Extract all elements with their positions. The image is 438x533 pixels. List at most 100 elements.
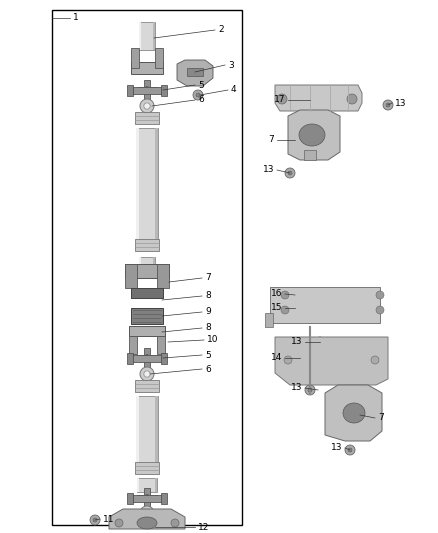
Text: 1: 1 bbox=[73, 13, 79, 22]
Bar bbox=[157, 336, 165, 354]
Ellipse shape bbox=[343, 403, 365, 423]
Circle shape bbox=[140, 506, 154, 520]
Text: 13: 13 bbox=[262, 166, 274, 174]
Circle shape bbox=[193, 90, 203, 100]
Circle shape bbox=[376, 291, 384, 299]
Bar bbox=[135, 380, 159, 392]
Text: 13: 13 bbox=[290, 384, 302, 392]
Bar bbox=[270, 287, 380, 323]
Circle shape bbox=[90, 515, 100, 525]
Polygon shape bbox=[288, 110, 340, 160]
Circle shape bbox=[288, 171, 292, 175]
Bar bbox=[157, 264, 169, 288]
Circle shape bbox=[386, 103, 390, 107]
Polygon shape bbox=[109, 509, 185, 529]
Bar bbox=[135, 462, 159, 474]
Circle shape bbox=[281, 291, 289, 299]
Text: 6: 6 bbox=[205, 365, 211, 374]
Text: 13: 13 bbox=[395, 99, 406, 108]
Circle shape bbox=[348, 448, 352, 452]
Bar bbox=[130, 354, 164, 361]
Circle shape bbox=[305, 385, 315, 395]
Bar bbox=[155, 48, 163, 68]
Text: 7: 7 bbox=[205, 273, 211, 282]
Bar bbox=[155, 478, 157, 492]
Circle shape bbox=[347, 94, 357, 104]
Bar bbox=[265, 313, 273, 327]
Bar bbox=[129, 326, 165, 336]
Bar bbox=[136, 396, 158, 468]
Circle shape bbox=[171, 519, 179, 527]
Bar bbox=[125, 264, 137, 288]
Circle shape bbox=[318, 340, 322, 344]
Bar bbox=[137, 478, 139, 492]
Bar bbox=[155, 128, 158, 245]
Circle shape bbox=[144, 371, 150, 377]
Bar bbox=[153, 22, 155, 50]
Circle shape bbox=[93, 518, 97, 522]
Bar bbox=[137, 87, 157, 93]
Circle shape bbox=[284, 356, 292, 364]
Text: 10: 10 bbox=[207, 335, 219, 344]
Bar bbox=[137, 495, 157, 501]
Bar bbox=[131, 308, 163, 324]
Bar bbox=[135, 112, 159, 124]
Bar bbox=[187, 68, 203, 76]
Ellipse shape bbox=[137, 517, 157, 529]
Bar bbox=[161, 492, 167, 504]
Bar bbox=[161, 352, 167, 364]
Bar bbox=[131, 62, 163, 74]
Circle shape bbox=[277, 94, 287, 104]
Circle shape bbox=[115, 519, 123, 527]
Text: 6: 6 bbox=[198, 95, 204, 104]
Bar bbox=[129, 336, 137, 354]
Text: 12: 12 bbox=[198, 522, 209, 531]
Text: 14: 14 bbox=[271, 353, 282, 362]
Text: 7: 7 bbox=[378, 414, 384, 423]
Text: 16: 16 bbox=[271, 289, 282, 298]
Circle shape bbox=[345, 445, 355, 455]
Polygon shape bbox=[275, 337, 388, 385]
Circle shape bbox=[281, 306, 289, 314]
Bar bbox=[135, 239, 159, 251]
Ellipse shape bbox=[299, 124, 325, 146]
Text: 5: 5 bbox=[205, 351, 211, 359]
Text: 3: 3 bbox=[228, 61, 234, 69]
Circle shape bbox=[196, 93, 200, 97]
Bar bbox=[161, 85, 167, 95]
Bar bbox=[304, 150, 316, 160]
Bar bbox=[139, 22, 155, 50]
Polygon shape bbox=[275, 85, 362, 111]
Bar bbox=[125, 264, 169, 278]
Bar bbox=[144, 348, 150, 368]
Circle shape bbox=[285, 168, 295, 178]
Circle shape bbox=[144, 103, 150, 109]
Bar bbox=[137, 478, 157, 492]
Bar bbox=[139, 22, 141, 50]
Circle shape bbox=[278, 293, 282, 297]
Text: 15: 15 bbox=[271, 303, 282, 312]
Text: 4: 4 bbox=[231, 85, 237, 94]
Circle shape bbox=[308, 388, 312, 392]
Circle shape bbox=[383, 100, 393, 110]
Bar bbox=[136, 128, 158, 245]
Bar bbox=[130, 86, 164, 93]
Bar bbox=[130, 495, 164, 502]
Text: 13: 13 bbox=[331, 443, 342, 453]
Polygon shape bbox=[325, 385, 382, 441]
Text: 7: 7 bbox=[268, 135, 274, 144]
Text: 2: 2 bbox=[218, 26, 224, 35]
Circle shape bbox=[144, 355, 150, 361]
Circle shape bbox=[140, 367, 154, 381]
Bar bbox=[139, 257, 141, 272]
Circle shape bbox=[376, 306, 384, 314]
Circle shape bbox=[371, 356, 379, 364]
Bar bbox=[131, 288, 163, 298]
Text: 13: 13 bbox=[290, 337, 302, 346]
Text: 5: 5 bbox=[198, 80, 204, 90]
Bar bbox=[153, 257, 155, 272]
Bar bbox=[127, 352, 133, 364]
Bar bbox=[136, 396, 139, 468]
Circle shape bbox=[315, 337, 325, 347]
Circle shape bbox=[275, 290, 285, 300]
